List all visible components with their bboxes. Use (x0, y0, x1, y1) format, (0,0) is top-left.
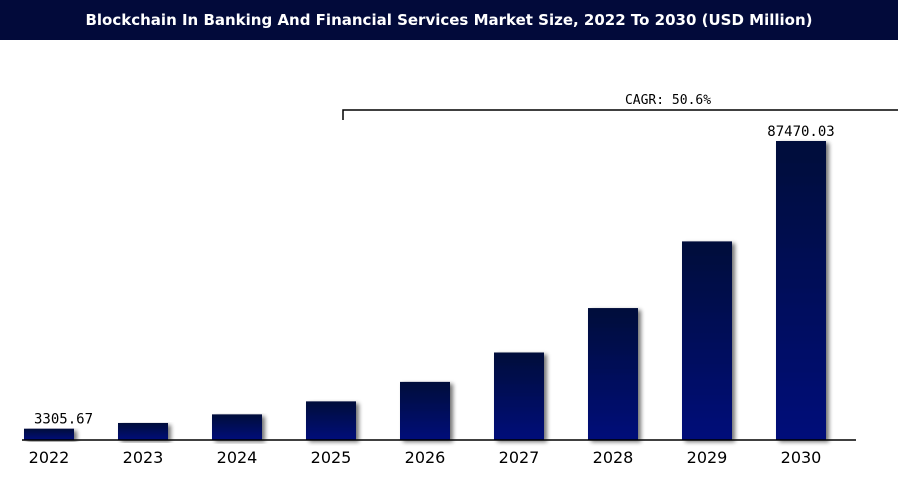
bar-2028 (588, 308, 638, 440)
bar-2023 (118, 422, 168, 440)
bar-2022 (24, 428, 74, 440)
chart-title: Blockchain In Banking And Financial Serv… (85, 11, 813, 29)
cagr-label: CAGR: 50.6% (625, 93, 711, 108)
bar-2026 (400, 381, 450, 440)
bar-2027 (494, 352, 544, 440)
bar-2029 (682, 241, 732, 440)
bar-2024 (212, 414, 262, 440)
data-label-2022: 3305.67 (34, 412, 93, 428)
chart-title-bar: Blockchain In Banking And Financial Serv… (0, 0, 898, 40)
x-tick-label-2028: 2028 (593, 448, 634, 467)
bar-2025 (306, 401, 356, 440)
x-tick-label-2030: 2030 (781, 448, 822, 467)
x-tick-label-2026: 2026 (405, 448, 446, 467)
x-tick-label-2027: 2027 (499, 448, 540, 467)
x-tick-label-2025: 2025 (311, 448, 352, 467)
x-tick-label-2024: 2024 (217, 448, 258, 467)
cagr-bracket (342, 109, 898, 120)
data-label-2030: 87470.03 (767, 124, 834, 140)
cagr-annotation: CAGR: 50.6% (342, 93, 898, 120)
x-tick-label-2029: 2029 (687, 448, 728, 467)
x-tick-label-2022: 2022 (29, 448, 70, 467)
bar-2030 (776, 141, 826, 440)
x-tick-label-2023: 2023 (123, 448, 164, 467)
